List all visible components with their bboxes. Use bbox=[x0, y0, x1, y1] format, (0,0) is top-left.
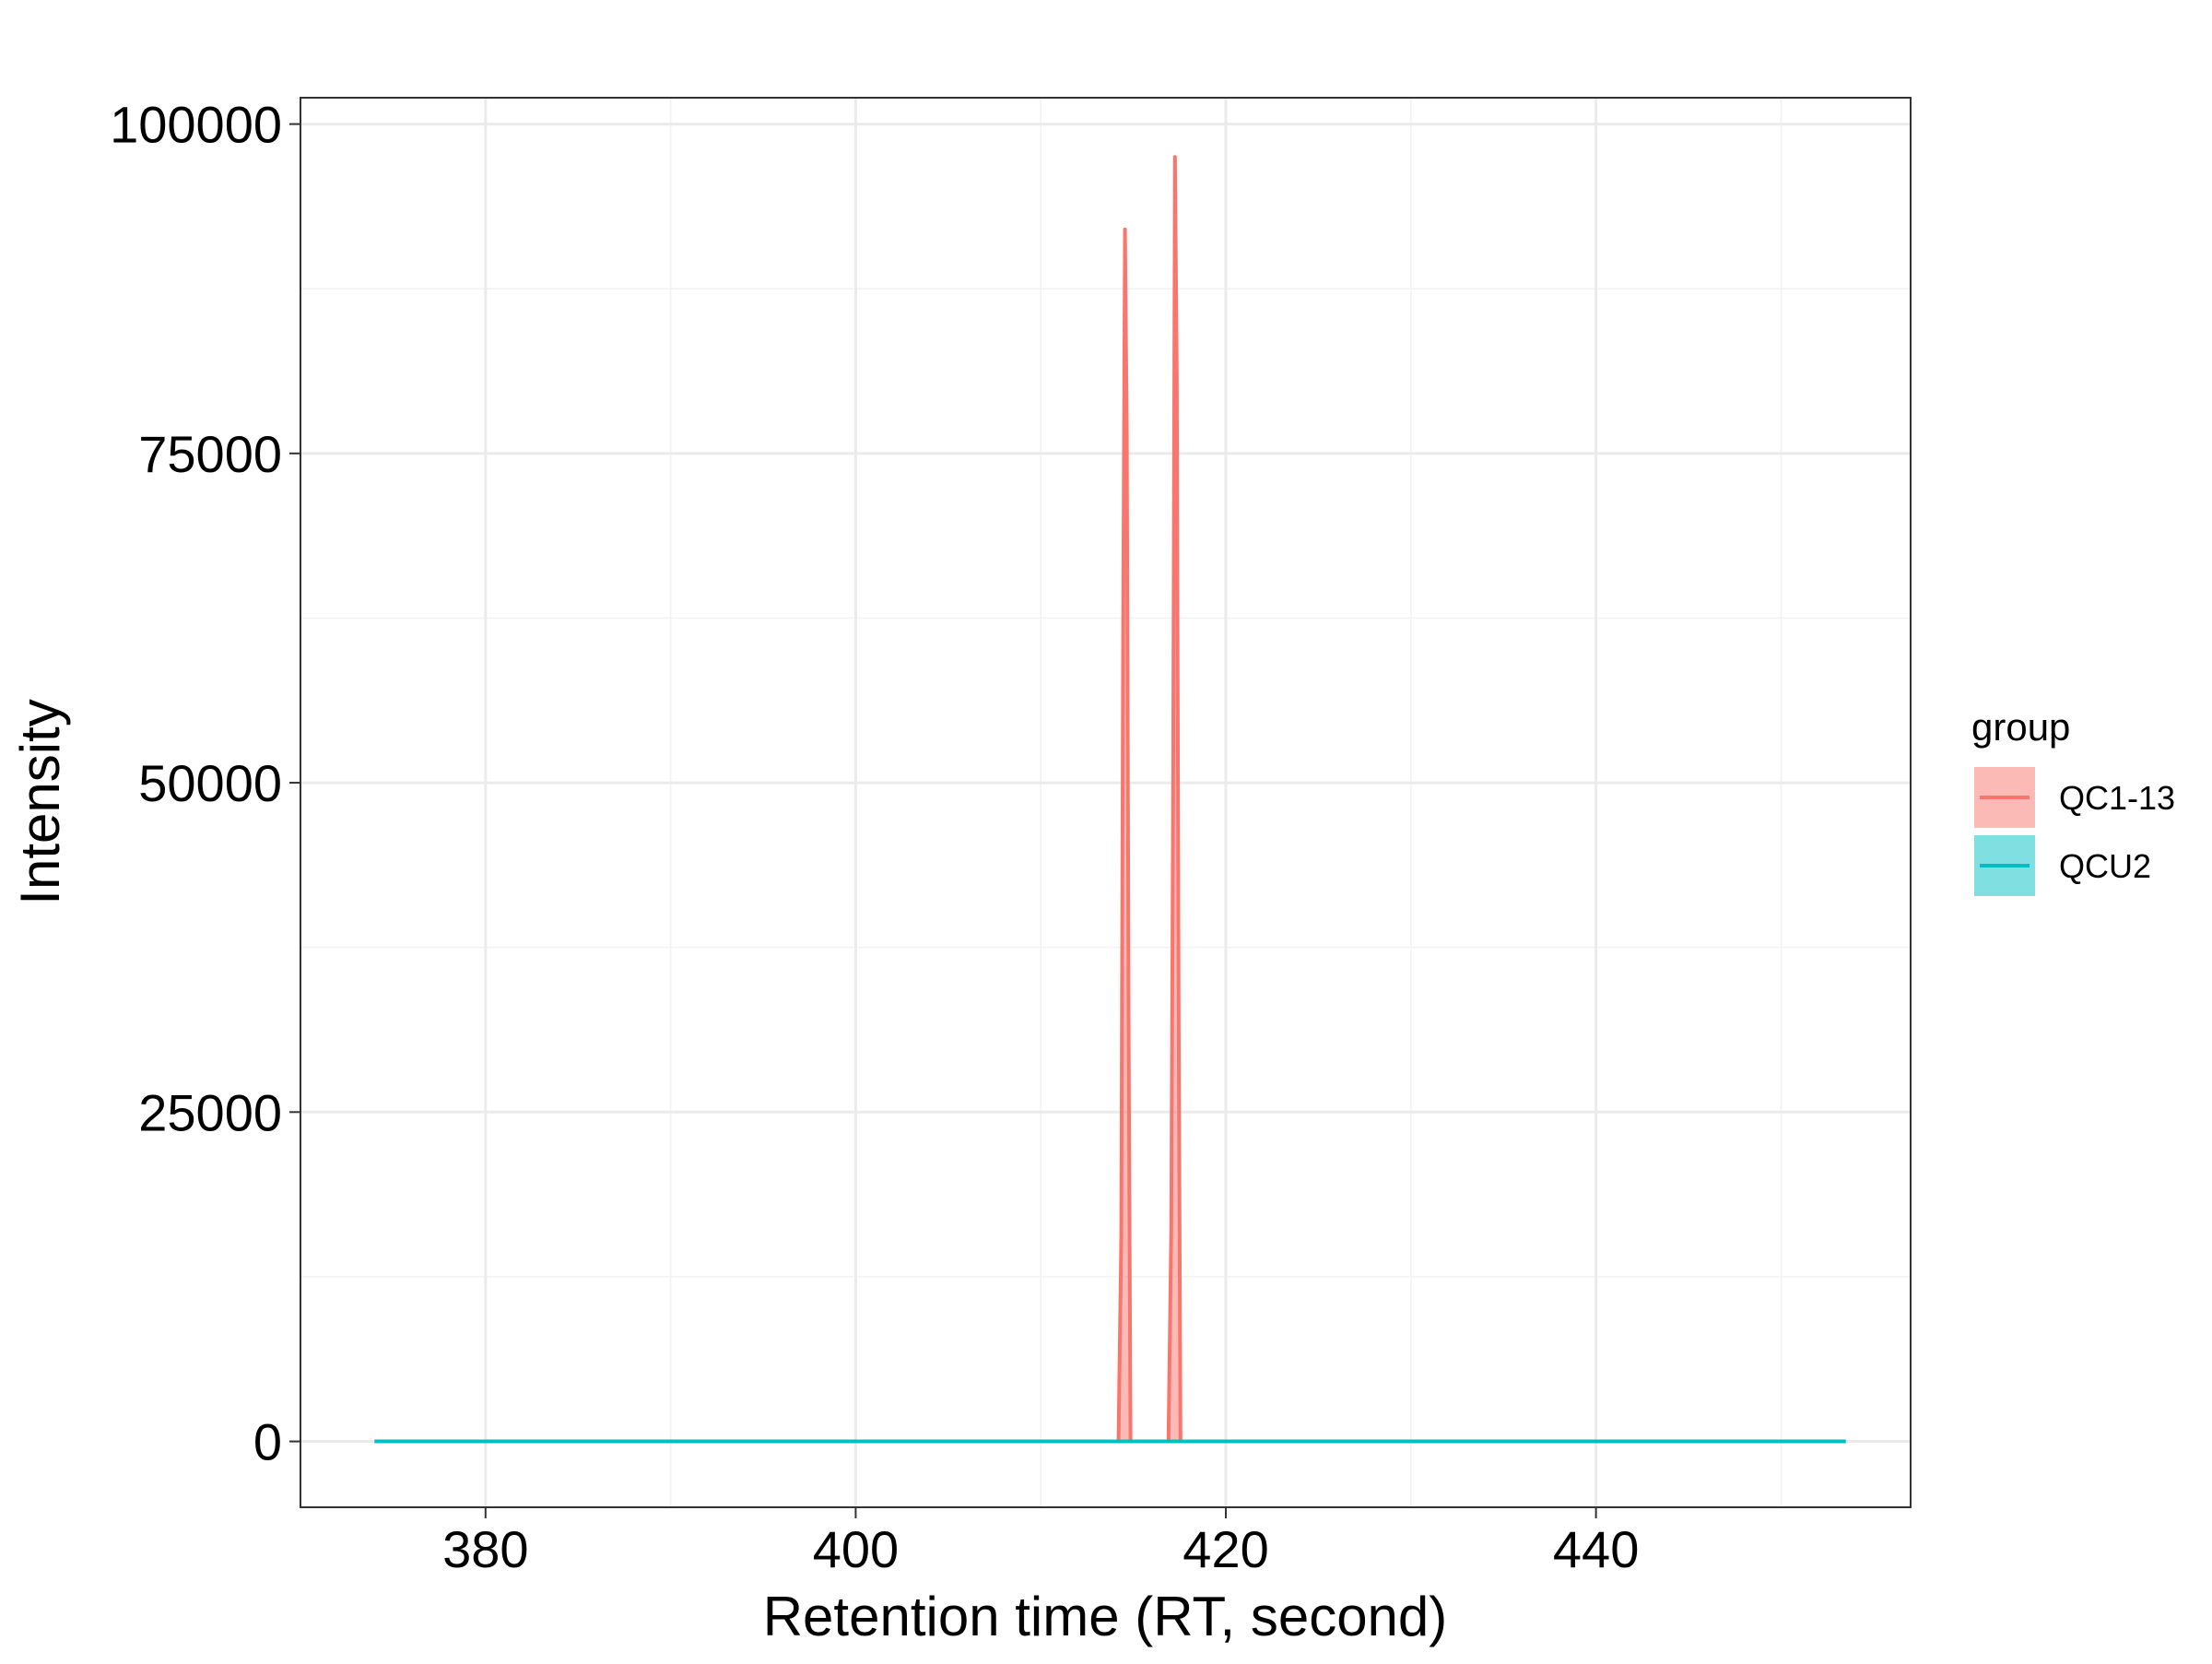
axis-layer: 380 400 420 440 0 25000 50000 75000 100000 bbox=[110, 96, 1639, 1578]
plot-layer bbox=[300, 97, 1912, 1508]
legend-label-0: QC1-13 bbox=[2059, 779, 2175, 817]
grid-layer bbox=[300, 98, 1911, 1507]
x-tick-label-3: 440 bbox=[1553, 1520, 1639, 1578]
plot-border bbox=[300, 97, 1912, 1508]
series-0-peak-1-line bbox=[1166, 155, 1182, 1442]
legend-items: QC1-13 QCU2 bbox=[1974, 767, 2175, 896]
y-tick-label-1: 25000 bbox=[138, 1083, 282, 1141]
y-tick-label-3: 75000 bbox=[138, 425, 282, 483]
legend: group QC1-13 QCU2 bbox=[1971, 705, 2175, 896]
series-layer bbox=[374, 155, 1846, 1444]
plot-panel bbox=[300, 98, 1911, 1507]
series-0-peak-0-line bbox=[1116, 227, 1133, 1442]
x-tick-label-0: 380 bbox=[442, 1520, 528, 1578]
y-axis-title: Intensity bbox=[9, 699, 71, 904]
legend-label-1: QCU2 bbox=[2059, 847, 2151, 885]
y-tick-label-0: 0 bbox=[253, 1413, 282, 1471]
x-axis-title: Retention time (RT, second) bbox=[763, 1586, 1448, 1647]
y-tick-label-4: 100000 bbox=[110, 96, 282, 154]
y-tick-label-2: 50000 bbox=[138, 754, 282, 812]
legend-title: group bbox=[1971, 705, 2070, 749]
x-tick-label-2: 420 bbox=[1182, 1520, 1268, 1578]
x-tick-label-1: 400 bbox=[813, 1520, 899, 1578]
